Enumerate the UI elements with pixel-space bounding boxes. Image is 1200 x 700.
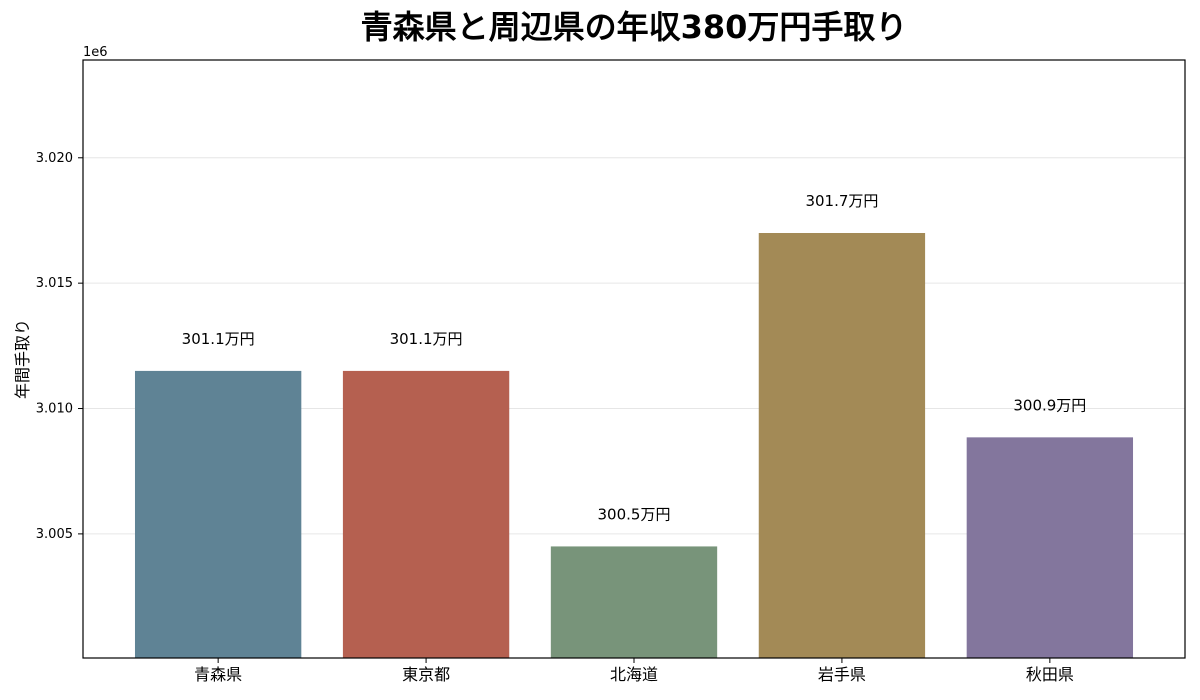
bar [134, 370, 302, 658]
x-axis-ticks: 青森県 東京都 北海道 岩手県 秋田県 [194, 658, 1074, 684]
bar [758, 233, 926, 658]
bar-value-label: 300.5万円 [598, 505, 671, 523]
y-tick-label: 3.015 [36, 276, 73, 291]
axis-offset-label: 1e6 [83, 45, 108, 60]
y-tick-label: 3.005 [36, 527, 73, 542]
bar-value-label: 300.9万円 [1013, 396, 1086, 414]
chart-title: 青森県と周辺県の年収380万円手取り [361, 8, 908, 46]
y-tick-label: 3.010 [36, 402, 73, 417]
y-tick-label: 3.020 [36, 151, 73, 166]
bar [966, 437, 1134, 658]
bar [550, 546, 718, 658]
data-labels: 301.1万円 301.1万円 300.5万円 301.7万円 300.9万円 [182, 192, 1087, 523]
bar-value-label: 301.7万円 [805, 192, 878, 210]
x-tick-label: 東京都 [402, 665, 450, 684]
bar [342, 370, 510, 658]
bars [134, 233, 1134, 658]
x-tick-label: 秋田県 [1026, 665, 1074, 684]
x-tick-label: 岩手県 [818, 665, 866, 684]
y-axis-ticks: 3.005 3.010 3.015 3.020 [36, 151, 83, 542]
y-axis-label: 年間手取り [13, 319, 32, 399]
bar-value-label: 301.1万円 [390, 330, 463, 348]
bar-value-label: 301.1万円 [182, 330, 255, 348]
x-tick-label: 北海道 [610, 665, 658, 684]
x-tick-label: 青森県 [194, 665, 242, 684]
